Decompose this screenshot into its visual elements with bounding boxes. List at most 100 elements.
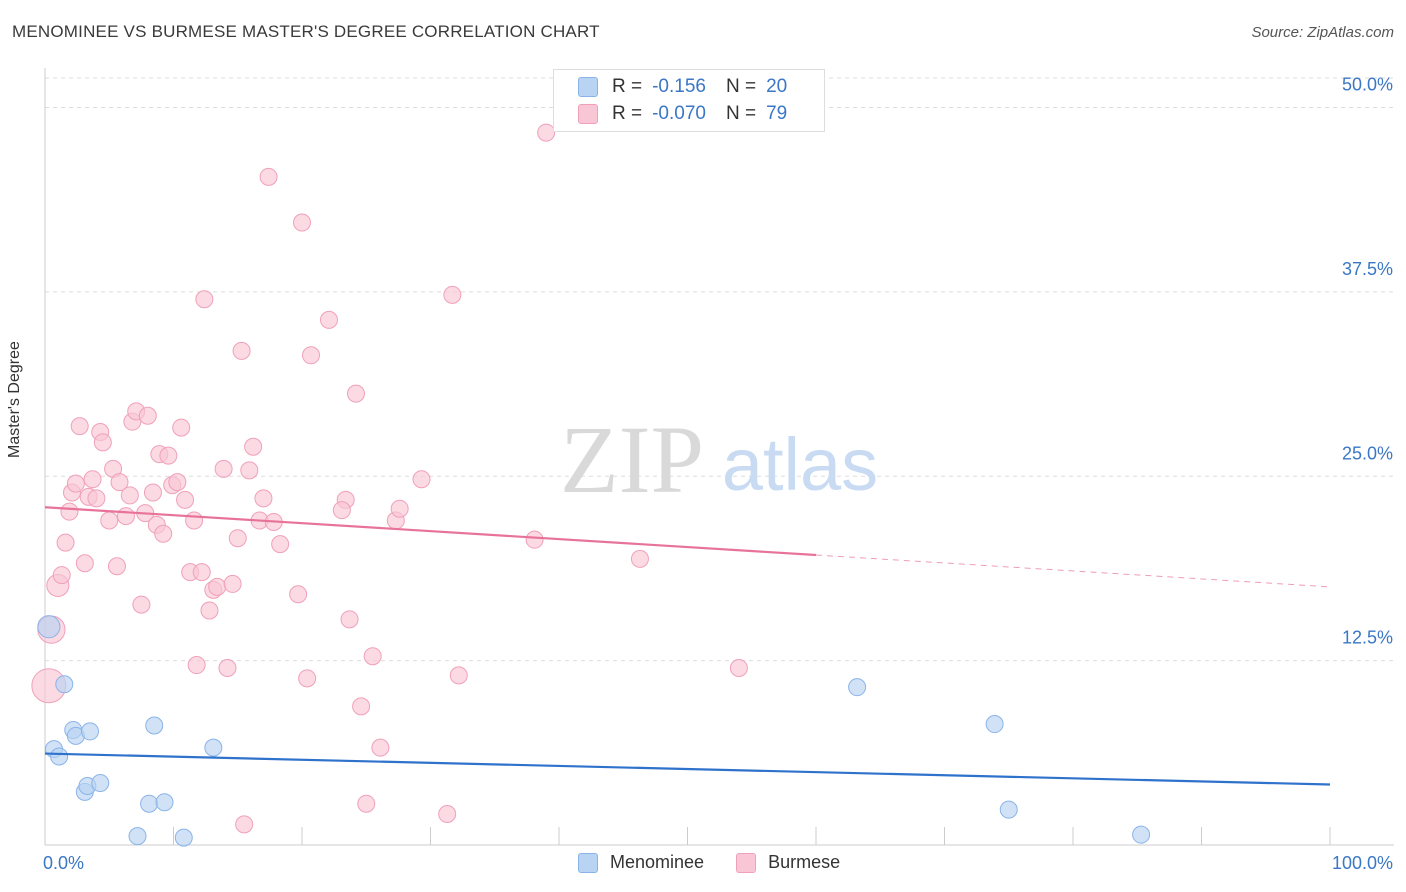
burmese-point [298,669,317,688]
burmese-point [412,470,431,489]
burmese-point [60,502,79,521]
menominee-point [848,678,867,697]
menominee-point [985,715,1004,734]
burmese-point [537,123,556,142]
burmese-point [218,659,237,677]
n-value: 20 [766,76,788,97]
burmese-point [159,446,178,465]
series-legend: Menominee Burmese [578,852,872,873]
legend-item-menominee[interactable]: Menominee [578,852,704,873]
burmese-point [195,290,214,309]
menominee-point [1132,825,1151,844]
burmese-trend-line [44,506,817,557]
burmese-point [729,659,748,677]
burmese-point [259,167,278,186]
menominee-points [37,615,1151,847]
source-label: Source: ZipAtlas.com [1251,24,1394,41]
burmese-point [185,511,204,530]
y-tick-label: 50.0% [1342,75,1393,95]
r-label: R = [612,103,643,124]
watermark-atlas: atlas [722,423,878,506]
burmese-point [352,697,371,716]
y-tick-label: 25.0% [1342,443,1393,463]
r-value: -0.156 [652,76,706,97]
legend-label-burmese: Burmese [768,852,841,872]
burmese-point [120,486,139,505]
burmese-point [228,529,247,548]
burmese-trend-line-extension [815,554,1331,588]
menominee-point [80,722,99,741]
menominee-point [91,774,110,793]
burmese-point [66,474,85,493]
x-tick-label-max: 100.0% [1332,853,1393,873]
r-value: -0.070 [652,103,706,124]
burmese-point [254,489,273,508]
burmese-point [332,501,351,520]
burmese-point [271,535,290,554]
menominee-point [155,793,174,812]
burmese-point [340,610,359,629]
burmese-point [116,507,135,526]
burmese-point [52,566,71,585]
menominee-point [128,827,147,846]
burmese-point [83,470,102,489]
menominee-point [140,794,159,813]
r-label: R = [612,76,643,97]
burmese-point [390,499,409,518]
burmese-point [630,549,649,568]
burmese-point [154,524,173,543]
menominee-point [50,747,69,766]
tick-labels: 12.5% 25.0% 37.5% 50.0% 0.0% 100.0% [43,75,1393,874]
y-tick-label: 12.5% [1342,628,1393,648]
burmese-point [363,647,382,666]
menominee-point [55,675,74,694]
n-label: N = [725,103,757,124]
burmese-point [87,489,106,508]
burmese-point [301,346,320,365]
burmese-point [244,437,263,456]
watermark-zip: ZIP [560,406,704,513]
menominee-point [174,828,193,847]
axes [44,68,1394,846]
correlation-legend: R = -0.156 N = 20 R = -0.070 N = 79 [553,69,825,132]
burmese-point [107,557,126,576]
menominee-point [37,615,61,639]
burmese-point [187,656,206,675]
burmese-point [192,563,211,582]
burmese-point [132,595,151,614]
menominee-trend-line [44,752,1331,786]
gridlines [45,77,1394,662]
x-tick-label-min: 0.0% [43,853,84,873]
burmese-point [240,461,259,480]
legend-row-menominee: R = -0.156 N = 20 [578,74,807,100]
burmese-point [232,341,251,360]
burmese-point [449,666,468,685]
burmese-swatch [578,104,598,124]
burmese-point [176,490,195,509]
burmese-point [235,815,254,834]
burmese-point [172,418,191,437]
burmese-point [110,473,129,492]
burmese-point [143,483,162,502]
burmese-point [168,473,187,492]
burmese-point [223,574,242,593]
legend-label-menominee: Menominee [610,852,705,872]
menominee-point [145,716,164,735]
burmese-point [138,406,157,425]
burmese-point [214,459,233,478]
burmese-point [56,533,75,552]
burmese-point [293,213,311,232]
legend-item-burmese[interactable]: Burmese [736,852,840,873]
burmese-point [357,794,376,813]
burmese-point [70,417,89,436]
burmese-point [200,601,219,620]
legend-row-burmese: R = -0.070 N = 79 [578,101,807,127]
burmese-point [525,530,544,549]
burmese-point [75,554,94,573]
burmese-point [100,511,119,530]
menominee-swatch [578,77,598,97]
menominee-point [204,738,223,757]
burmese-point [208,577,227,596]
burmese-point [443,285,462,304]
